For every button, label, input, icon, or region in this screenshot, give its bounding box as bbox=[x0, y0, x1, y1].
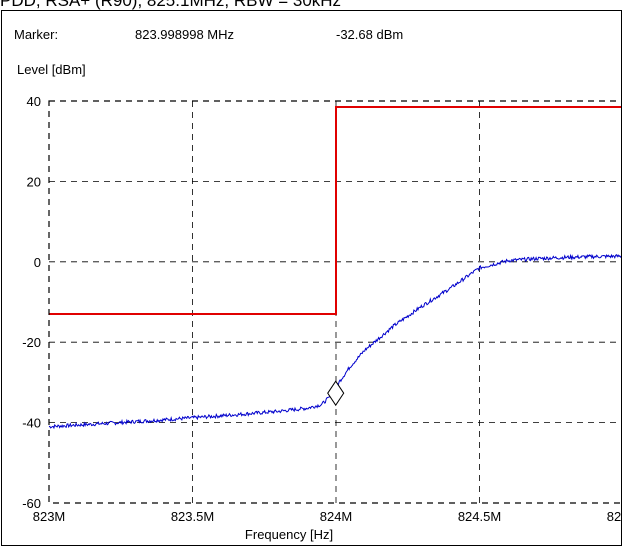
x-tick-label: 824M bbox=[320, 509, 353, 524]
y-tick-label: 0 bbox=[34, 255, 41, 270]
y-tick-label: -20 bbox=[22, 335, 41, 350]
y-tick-label: -60 bbox=[22, 496, 41, 511]
marker-level: -32.68 dBm bbox=[336, 27, 404, 42]
chart-frame: Marker: 823.998998 MHz -32.68 dBm Level … bbox=[1, 10, 622, 546]
marker-frequency: 823.998998 MHz bbox=[135, 27, 235, 42]
x-tick-label: 823M bbox=[33, 509, 66, 524]
plot-border bbox=[48, 100, 621, 504]
x-tick-label: 823.5M bbox=[171, 509, 214, 524]
limit-line bbox=[49, 106, 621, 316]
y-axis-title: Level [dBm] bbox=[17, 62, 86, 77]
marker-label: Marker: bbox=[14, 27, 59, 42]
x-tick-label: 824.5M bbox=[458, 509, 501, 524]
y-tick-label: -40 bbox=[22, 416, 41, 431]
marker-diamond bbox=[327, 380, 345, 407]
x-tick-label: 825M bbox=[607, 509, 621, 524]
y-tick-label: 20 bbox=[27, 174, 41, 189]
x-axis-title: Frequency [Hz] bbox=[245, 527, 333, 542]
y-tick-label: 40 bbox=[27, 94, 41, 109]
spectrum-plot: Level [dBm] 823M 823.5M 824M 824.5M 825M -60… bbox=[17, 62, 621, 542]
chart-caption: PDD, RSA+ (R90), 825.1MHz, RBW = 30kHz bbox=[0, 0, 342, 10]
